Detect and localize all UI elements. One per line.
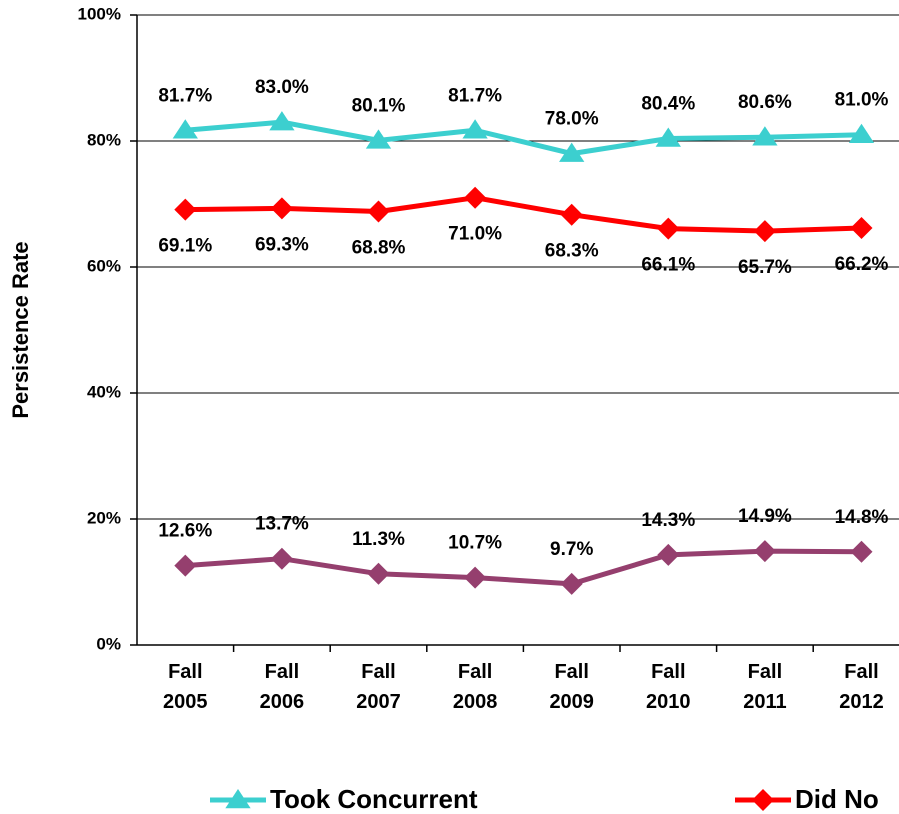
x-tick-label: Fall 2005: [163, 661, 208, 713]
y-tick-label: 0%: [96, 634, 121, 653]
data-label: 14.8%: [835, 507, 889, 528]
x-tick-label: Fall 2006: [260, 661, 305, 713]
legend-label: Took Concurrent: [270, 784, 478, 814]
data-label: 80.1%: [352, 95, 406, 116]
x-tick-label: Fall 2008: [453, 661, 498, 713]
data-label: 80.6%: [738, 92, 792, 113]
data-label: 66.1%: [641, 255, 695, 276]
point-marker: [657, 217, 680, 240]
point-marker: [848, 123, 875, 143]
point-marker: [174, 198, 197, 221]
point-marker: [270, 547, 293, 570]
data-label: 9.7%: [550, 539, 593, 560]
point-marker: [172, 119, 198, 139]
point-marker: [174, 554, 197, 577]
point-marker: [655, 127, 681, 147]
data-label: 69.3%: [255, 234, 309, 255]
y-tick-label: 20%: [87, 508, 121, 527]
data-label: 10.7%: [448, 533, 502, 554]
point-marker: [752, 789, 774, 811]
series-line: [185, 195, 862, 234]
point-marker: [560, 572, 583, 595]
x-tick-label: Fall 2011: [743, 661, 786, 713]
y-tick-label: 80%: [87, 130, 121, 149]
point-marker: [462, 119, 488, 139]
point-marker: [850, 216, 873, 239]
data-label: 71.0%: [448, 224, 502, 245]
series-line: [185, 119, 862, 157]
data-label: 81.7%: [448, 85, 502, 106]
y-tick-label: 60%: [87, 256, 121, 275]
point-marker: [850, 540, 873, 563]
point-marker: [367, 562, 390, 585]
x-tick-label: Fall 2007: [356, 661, 401, 713]
point-marker: [269, 111, 295, 131]
data-label: 12.6%: [158, 521, 212, 542]
point-marker: [753, 220, 776, 243]
data-label: 80.4%: [641, 93, 695, 114]
point-marker: [752, 126, 778, 146]
data-label: 11.3%: [352, 529, 405, 550]
y-tick-label: 40%: [87, 382, 121, 401]
point-marker: [464, 566, 487, 589]
series-line: [185, 548, 862, 587]
point-marker: [657, 543, 680, 566]
data-label: 14.3%: [641, 510, 695, 531]
data-label: 81.7%: [158, 85, 212, 106]
data-label: 68.3%: [545, 241, 599, 262]
legend-label: Did No: [795, 784, 879, 814]
point-marker: [365, 129, 392, 149]
point-marker: [753, 540, 776, 563]
y-axis-title: Persistence Rate: [8, 241, 33, 418]
data-label: 14.9%: [738, 506, 792, 527]
point-marker: [270, 197, 293, 220]
point-marker: [559, 142, 585, 162]
x-tick-label: Fall 2009: [549, 661, 594, 713]
data-label: 69.1%: [158, 236, 212, 257]
data-label: 78.0%: [545, 109, 599, 130]
y-tick-label: 100%: [78, 4, 121, 23]
data-label: 66.2%: [835, 254, 889, 275]
data-label: 81.0%: [835, 90, 889, 111]
x-tick-label: Fall 2010: [646, 661, 691, 713]
point-marker: [225, 789, 251, 809]
x-tick-label: Fall 2012: [839, 661, 884, 713]
point-marker: [560, 203, 583, 226]
point-marker: [367, 200, 390, 223]
data-label: 65.7%: [738, 257, 792, 278]
data-label: 83.0%: [255, 77, 309, 98]
data-label: 68.8%: [352, 238, 406, 259]
data-label: 13.7%: [255, 514, 309, 535]
point-marker: [464, 186, 487, 209]
